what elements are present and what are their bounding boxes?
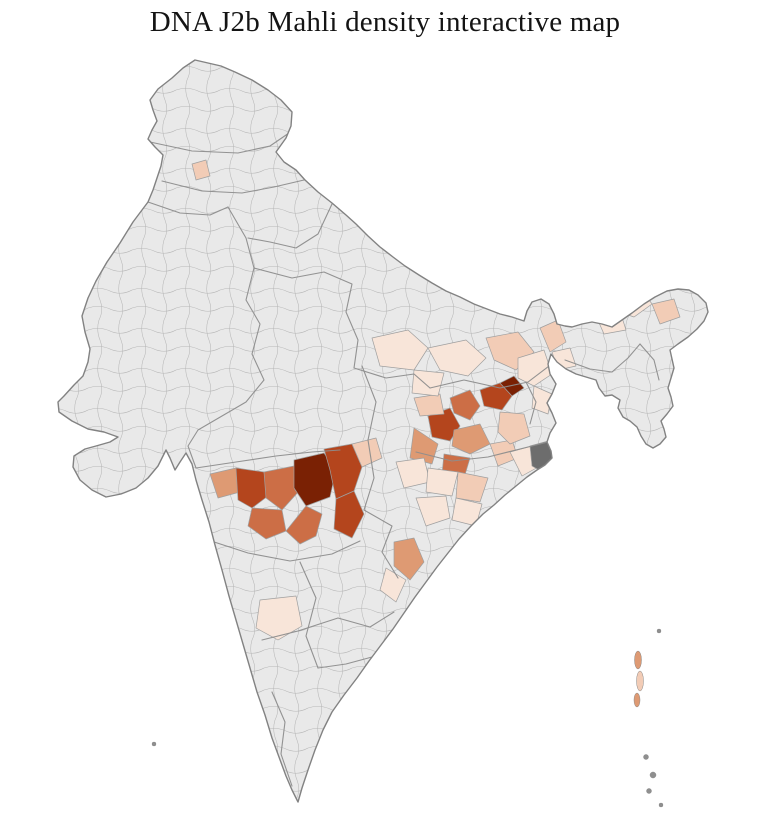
district-density-mid[interactable]	[393, 537, 425, 581]
andaman-island[interactable]	[633, 692, 641, 708]
district-density-low[interactable]	[455, 471, 489, 503]
district-density-low[interactable]	[427, 339, 487, 377]
state-border	[564, 359, 613, 373]
state-border	[195, 449, 341, 469]
district-density-low[interactable]	[379, 567, 407, 603]
state-border	[261, 611, 395, 641]
nicobar-island[interactable]	[643, 754, 649, 760]
page-title: DNA J2b Mahli density interactive map	[149, 6, 621, 38]
district-density-low[interactable]	[517, 349, 553, 387]
state-border	[271, 691, 293, 787]
district-density-low[interactable]	[191, 159, 211, 181]
andaman-island[interactable]	[636, 670, 644, 692]
state-border	[429, 365, 550, 389]
state-border	[363, 509, 399, 579]
state-border	[353, 367, 431, 389]
district-density-low[interactable]	[531, 385, 553, 415]
district-density-high[interactable]	[285, 505, 323, 545]
state-border	[361, 365, 377, 511]
district-density-high[interactable]	[235, 467, 269, 509]
state-border	[611, 343, 641, 373]
nicobar-island[interactable]	[658, 802, 664, 808]
state-border	[253, 267, 359, 369]
district-density-mid[interactable]	[409, 427, 439, 465]
district-density-low[interactable]	[415, 495, 451, 527]
state-border	[247, 203, 333, 249]
state-border	[525, 381, 537, 425]
district-density-low[interactable]	[371, 329, 429, 371]
district-density-high[interactable]	[449, 389, 481, 421]
district-density-high[interactable]	[333, 490, 365, 539]
state-border	[639, 343, 660, 381]
district-density-high[interactable]	[263, 465, 301, 511]
state-border	[147, 201, 229, 216]
state-border	[299, 561, 319, 669]
district-density-high[interactable]	[479, 382, 513, 411]
state-border	[207, 539, 361, 562]
district-density-mid[interactable]	[451, 423, 491, 455]
island-dot[interactable]	[656, 628, 662, 634]
district-density-low[interactable]	[411, 369, 445, 397]
islands	[151, 628, 664, 808]
state-border	[317, 656, 373, 669]
nicobar-island[interactable]	[646, 788, 652, 794]
district-density-low[interactable]	[539, 319, 567, 353]
district-density-low[interactable]	[497, 411, 531, 445]
state-borders	[147, 132, 660, 787]
district-density-low[interactable]	[425, 467, 459, 497]
district-density-max[interactable]	[499, 375, 525, 397]
state-border	[187, 206, 265, 469]
state-border	[149, 132, 290, 154]
nicobar-island[interactable]	[649, 771, 657, 779]
andaman-island[interactable]	[634, 650, 642, 670]
lakshadweep-island[interactable]	[151, 741, 157, 747]
state-border	[161, 179, 305, 194]
district-density-low[interactable]	[651, 298, 681, 325]
district-density-max[interactable]	[293, 452, 337, 507]
district-density-high[interactable]	[247, 507, 287, 540]
state-border	[415, 441, 549, 462]
